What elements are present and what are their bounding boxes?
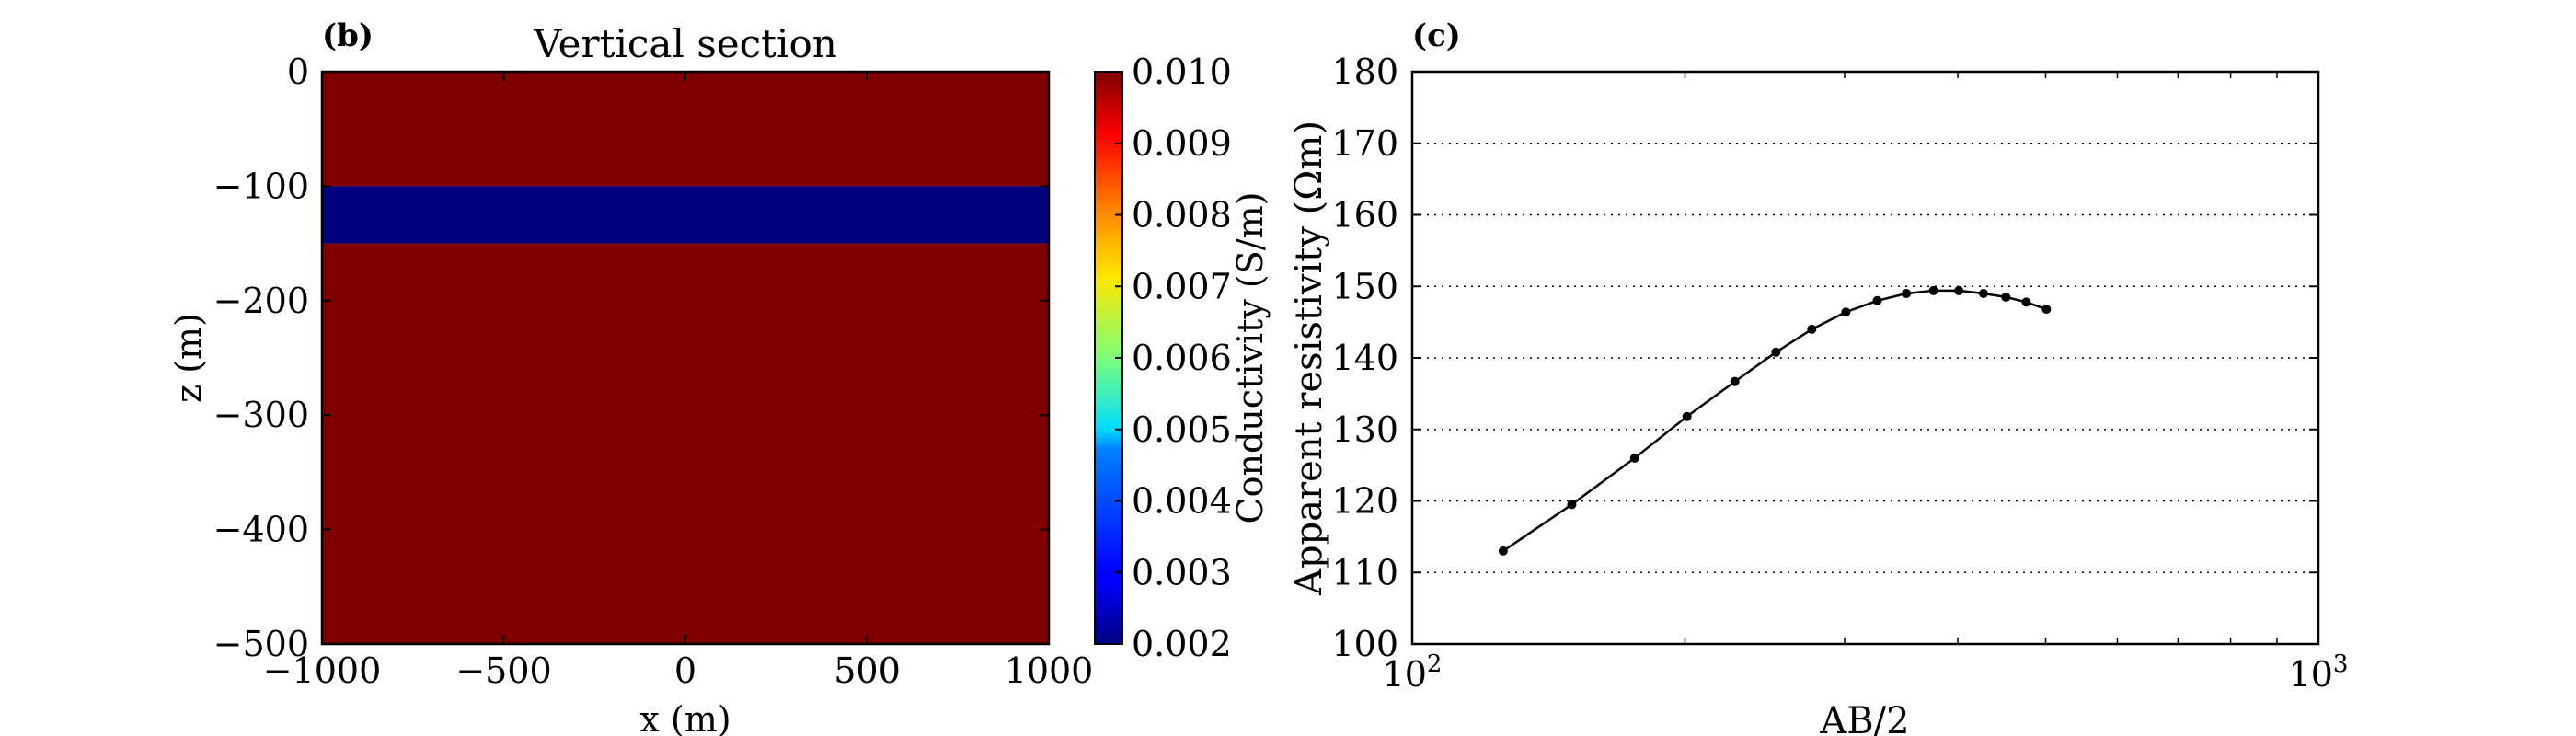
data-point — [1928, 285, 1938, 295]
panel-c-x-ticks: 102 103 — [1383, 72, 2349, 695]
colorbar: 0.010 0.009 0.008 0.007 0.006 0.005 0.004 0.003… — [1094, 52, 1271, 664]
data-point — [1771, 347, 1781, 357]
y-tick-label: 120 — [1331, 481, 1398, 522]
colorbar-ticks: 0.010 0.009 0.008 0.007 0.006 0.005 0.004 0.003… — [1115, 52, 1232, 664]
data-point — [1978, 289, 1988, 299]
y-tick-label: −100 — [213, 166, 309, 206]
x-tick-label: 500 — [834, 650, 901, 691]
conductivity-layers — [322, 72, 1049, 644]
colorbar-tick-label: 0.006 — [1132, 338, 1232, 378]
data-point — [1629, 453, 1639, 463]
y-tick-label: 180 — [1331, 52, 1398, 92]
data-point — [1498, 546, 1508, 556]
y-tick-label: 0 — [287, 52, 309, 92]
y-tick-label: 170 — [1331, 123, 1398, 164]
y-tick-label: 160 — [1331, 195, 1398, 236]
data-point — [1954, 285, 1964, 295]
data-point — [1807, 324, 1817, 334]
series-points — [1498, 285, 2052, 556]
panel-b-letter: (b) — [322, 17, 374, 54]
panel-c-y-ticks: 100 110 120 130 140 150 160 170 180 — [1331, 52, 2318, 664]
y-tick-label: 140 — [1331, 338, 1398, 378]
y-tick-label: 110 — [1331, 552, 1398, 592]
y-tick-label: 130 — [1331, 409, 1398, 450]
colorbar-tick-label: 0.009 — [1132, 123, 1232, 164]
conductivity-layer — [322, 72, 1049, 187]
y-tick-label: −300 — [213, 395, 309, 435]
colorbar-tick-label: 0.007 — [1132, 266, 1232, 306]
data-point — [1567, 500, 1577, 510]
panel-b-x-ticks: −1000 −500 0 500 1000 — [263, 72, 1094, 691]
conductivity-layer — [322, 186, 1049, 244]
panel-b-y-axis-label: z (m) — [168, 313, 209, 403]
data-point — [1730, 376, 1740, 386]
panel-c-gridlines — [1412, 143, 2318, 573]
y-tick-label: 150 — [1331, 266, 1398, 306]
series-line — [1502, 289, 2047, 552]
data-point — [2021, 297, 2031, 307]
colorbar-label: Conductivity (S/m) — [1230, 192, 1271, 524]
panel-b-title: Vertical section — [533, 21, 837, 66]
x-tick-label: 102 — [1383, 650, 1443, 695]
colorbar-tick-label: 0.008 — [1132, 195, 1232, 236]
panel-b-x-axis-label: x (m) — [639, 699, 730, 736]
colorbar-tick-label: 0.004 — [1132, 481, 1232, 522]
panel-c-x-axis-label: AB/2 — [1819, 700, 1909, 736]
x-tick-label: 0 — [674, 650, 696, 691]
data-point — [1682, 411, 1692, 421]
y-tick-label: 100 — [1331, 624, 1398, 664]
data-point — [1872, 295, 1882, 305]
x-tick-label: 1000 — [1005, 650, 1094, 691]
colorbar-tick-label: 0.005 — [1132, 409, 1232, 450]
colorbar-tick-label: 0.002 — [1132, 624, 1232, 664]
x-tick-label: −1000 — [263, 650, 382, 691]
panel-c-minor-ticks — [1684, 72, 2278, 644]
data-point — [2001, 292, 2011, 302]
x-tick-label: −500 — [455, 650, 551, 691]
y-tick-label: −500 — [213, 624, 309, 664]
y-tick-label: −200 — [213, 281, 309, 321]
data-point — [1841, 307, 1851, 317]
panel-c-sounding-curve: (c) 102 103 100 110 120 130 140 150 160 170 180 A… — [1288, 17, 2348, 736]
panel-b-y-ticks: 0 −100 −200 −300 −400 −500 — [213, 52, 1049, 664]
y-tick-label: −400 — [213, 510, 309, 550]
panel-c-frame — [1410, 70, 2320, 646]
conductivity-layer — [322, 243, 1049, 644]
panel-c-letter: (c) — [1412, 17, 1461, 54]
colorbar-tick-label: 0.010 — [1132, 52, 1232, 92]
data-point — [1902, 289, 1912, 299]
panel-b-vertical-section: (b) Vertical section −1000 −500 0 500 1000 0… — [168, 17, 1093, 736]
panel-c-y-axis-label: Apparent resistivity (Ωm) — [1288, 121, 1330, 596]
colorbar-tick-label: 0.003 — [1132, 552, 1232, 592]
data-point — [2041, 305, 2052, 315]
x-tick-label: 103 — [2289, 650, 2349, 695]
